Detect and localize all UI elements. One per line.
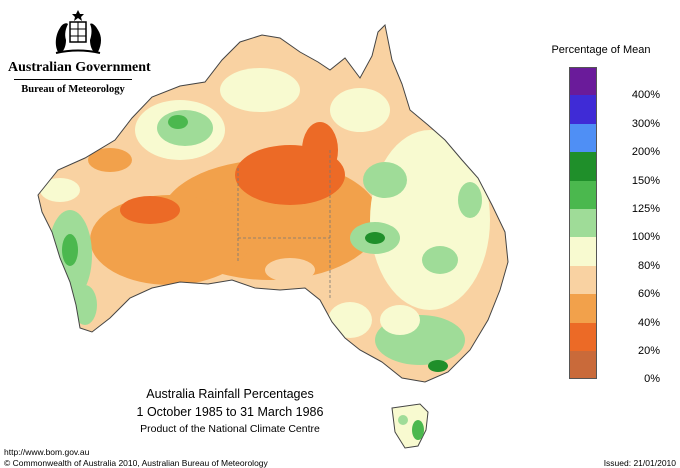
map-product-note: Product of the National Climate Centre xyxy=(140,423,320,435)
government-logo: Australian Government Bureau of Meteorol… xyxy=(8,8,151,98)
legend-label: 125% xyxy=(631,203,660,215)
map-period: 1 October 1985 to 31 March 1986 xyxy=(136,405,324,419)
legend-swatch xyxy=(569,95,597,124)
rainfall-map xyxy=(37,24,509,449)
legend-label: 60% xyxy=(637,288,660,301)
commonwealth-coat-of-arms-icon xyxy=(55,10,101,54)
legend-label: 0% xyxy=(644,373,660,386)
map-title: Australia Rainfall Percentages xyxy=(146,387,314,401)
legend-title: Percentage of Mean xyxy=(551,44,651,56)
legend-swatch xyxy=(569,294,597,323)
legend-label: 150% xyxy=(631,174,660,187)
copyright-notice: © Commonwealth of Australia 2010, Austra… xyxy=(4,458,268,468)
legend-swatch xyxy=(569,322,597,351)
legend-swatch xyxy=(569,67,597,96)
legend-swatch xyxy=(569,265,597,295)
legend-label: 20% xyxy=(637,345,660,357)
legend-swatch xyxy=(569,208,597,238)
website-link[interactable]: http://www.bom.gov.au xyxy=(4,447,90,457)
legend-colorbar xyxy=(569,67,597,380)
legend-swatch xyxy=(569,350,597,380)
bureau-name: Bureau of Meteorology xyxy=(21,84,125,95)
legend-label: 40% xyxy=(637,316,660,329)
legend-swatch xyxy=(569,180,597,209)
government-name: Australian Government xyxy=(8,60,151,75)
legend-label: 100% xyxy=(631,231,660,244)
legend-swatch xyxy=(569,237,597,266)
issued-date: Issued: 21/01/2010 xyxy=(603,458,676,468)
tasmania xyxy=(391,403,429,449)
logo-divider xyxy=(14,79,132,80)
legend-label: 200% xyxy=(631,146,660,159)
legend-label: 300% xyxy=(631,117,660,130)
legend-label: 400% xyxy=(631,89,660,102)
legend-swatch xyxy=(569,123,597,153)
legend-label: 80% xyxy=(637,259,660,272)
legend-swatch xyxy=(569,152,597,181)
